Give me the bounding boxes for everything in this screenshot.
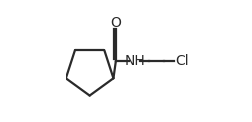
Text: Cl: Cl bbox=[175, 54, 189, 68]
Text: O: O bbox=[110, 16, 121, 30]
Text: NH: NH bbox=[124, 54, 145, 68]
